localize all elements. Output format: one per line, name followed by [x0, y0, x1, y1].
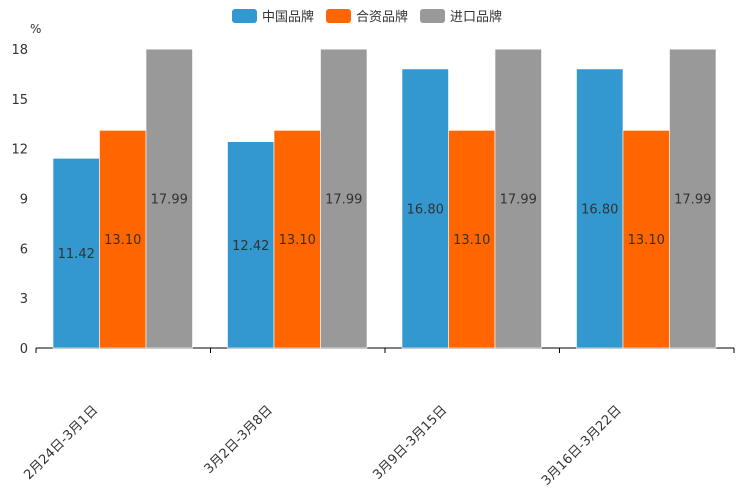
- x-tick-label: 2月24日-3月1日: [21, 403, 101, 483]
- bar-value-label: 17.99: [674, 193, 711, 208]
- bar: [145, 48, 193, 349]
- bar: [448, 130, 496, 349]
- x-tick-label: 3月16日-3月22日: [539, 403, 625, 489]
- bar: [320, 48, 368, 349]
- bar: [401, 68, 449, 349]
- bar-value-label: 13.10: [628, 233, 665, 248]
- bar-value-label: 13.10: [104, 233, 141, 248]
- y-tick-label: 6: [20, 242, 28, 257]
- bar: [227, 141, 275, 349]
- bar-value-label: 17.99: [500, 193, 537, 208]
- bar-value-label: 13.10: [279, 233, 316, 248]
- y-tick-label: 15: [11, 93, 28, 108]
- legend: 中国品牌 合资品牌 进口品牌: [232, 6, 502, 25]
- legend-label-import: 进口品牌: [450, 10, 503, 25]
- y-tick-label: 18: [11, 43, 28, 58]
- legend-swatch-china: [232, 8, 257, 23]
- bar: [494, 48, 542, 349]
- legend-label-joint: 合资品牌: [356, 10, 409, 25]
- bar-value-label: 13.10: [453, 233, 490, 248]
- bar: [99, 130, 147, 349]
- legend-item-import[interactable]: 进口品牌: [420, 6, 502, 25]
- bar-value-label: 16.80: [581, 202, 618, 217]
- legend-item-china[interactable]: 中国品牌: [232, 6, 314, 25]
- bar: [576, 68, 624, 349]
- bar: [52, 158, 100, 349]
- bar-value-label: 11.42: [58, 247, 95, 262]
- y-tick-label: 12: [11, 143, 28, 158]
- bar-value-label: 16.80: [407, 202, 444, 217]
- legend-label-china: 中国品牌: [262, 10, 315, 25]
- bar: [622, 130, 670, 349]
- x-tick-label: 3月2日-3月8日: [202, 403, 276, 477]
- legend-swatch-joint: [326, 8, 352, 23]
- y-tick-label: 0: [20, 342, 28, 357]
- y-tick-label: 9: [20, 193, 28, 208]
- y-tick-label: 3: [20, 292, 28, 307]
- bar-value-label: 17.99: [325, 193, 362, 208]
- bar: [669, 48, 717, 349]
- bar-value-label: 17.99: [151, 193, 188, 208]
- legend-item-joint[interactable]: 合资品牌: [326, 6, 408, 25]
- bar-value-label: 12.42: [232, 239, 269, 254]
- y-axis-unit: %: [30, 22, 42, 36]
- legend-swatch-import: [420, 8, 446, 23]
- x-tick-label: 3月9日-3月15日: [370, 403, 450, 483]
- bar: [273, 130, 321, 349]
